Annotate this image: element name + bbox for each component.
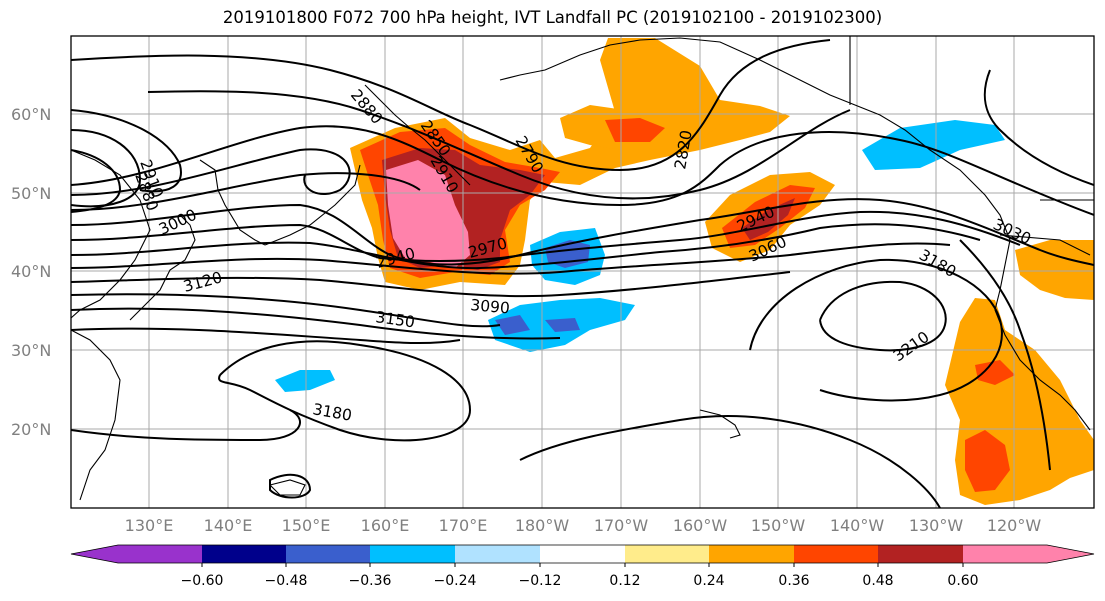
lon-label: 170°W xyxy=(594,516,649,535)
colorbar-segment-2 xyxy=(202,545,286,563)
lat-label: 60°N xyxy=(11,105,51,124)
colorbar-segment-11 xyxy=(963,545,1047,563)
contour-label: 3090 xyxy=(470,296,511,317)
colorbar-tick-label: 0.60 xyxy=(947,573,978,589)
lon-label: 180°W xyxy=(515,516,570,535)
colorbar-tick-label: 0.12 xyxy=(609,573,640,589)
ivt-coast-red-2 xyxy=(975,360,1015,385)
lon-label: 140°W xyxy=(830,516,885,535)
ivt-coast-red xyxy=(965,430,1010,492)
lat-label: 20°N xyxy=(11,420,51,439)
colorbar-tick-label: −0.60 xyxy=(181,573,224,589)
ivt-nw-orange xyxy=(1015,240,1094,300)
colorbar-segment-9 xyxy=(794,545,878,563)
colorbar-segment-3 xyxy=(286,545,370,563)
ivt-gulf-red xyxy=(605,118,665,142)
lon-label: 140°E xyxy=(204,516,253,535)
colorbar-segment-8 xyxy=(709,545,794,563)
ivt-positive-pink xyxy=(386,160,470,268)
map-frame xyxy=(70,35,1095,509)
contour-label: 3150 xyxy=(374,308,416,331)
colorbar-segment-10 xyxy=(878,545,963,563)
colorbar: −0.60 −0.48 −0.36 −0.24 −0.12 0.12 0.24 … xyxy=(70,544,1095,589)
colorbar-outline xyxy=(70,544,1095,564)
ivt-negative-midblue-2 xyxy=(495,315,580,335)
colorbar-tick-label: −0.48 xyxy=(265,573,308,589)
map-title: 2019101800 F072 700 hPa height, IVT Land… xyxy=(222,8,883,27)
coastlines xyxy=(71,36,1094,501)
colorbar-segment-12 xyxy=(1047,545,1094,563)
lon-label: 130°E xyxy=(125,516,174,535)
lon-label: 120°W xyxy=(987,516,1042,535)
colorbar-tick-label: 0.36 xyxy=(778,573,809,589)
colorbar-tick-label: −0.12 xyxy=(519,573,562,589)
contour-label: 3120 xyxy=(181,268,224,296)
lat-label: 50°N xyxy=(11,184,51,203)
lon-label: 160°E xyxy=(361,516,410,535)
latitude-labels: 60°N 50°N 40°N 30°N 20°N xyxy=(11,105,51,439)
colorbar-segment-0 xyxy=(71,545,118,563)
height-contours xyxy=(71,39,1094,508)
contour-label: 3030 xyxy=(990,215,1033,248)
longitude-labels: 130°E 140°E 150°E 160°E 170°E 180°W 170°… xyxy=(125,516,1042,535)
colorbar-segment-7 xyxy=(625,545,709,563)
lon-label: 170°E xyxy=(439,516,488,535)
ivt-negative-lightblue-3 xyxy=(862,120,1005,170)
lon-label: 130°W xyxy=(909,516,964,535)
colorbar-tick-label: 0.48 xyxy=(862,573,893,589)
lon-label: 160°W xyxy=(673,516,728,535)
lat-label: 30°N xyxy=(11,341,51,360)
colorbar-tick-label: −0.24 xyxy=(434,573,477,589)
colorbar-segment-1 xyxy=(118,545,202,563)
contour-label: 3180 xyxy=(916,246,959,281)
colorbar-segment-4 xyxy=(370,545,455,563)
lon-label: 150°W xyxy=(751,516,806,535)
colorbar-segment-5 xyxy=(455,545,540,563)
lat-label: 40°N xyxy=(11,262,51,281)
ivt-negative-lightblue-4 xyxy=(275,370,335,392)
contour-label: 3210 xyxy=(890,328,933,365)
colorbar-tick-label: 0.24 xyxy=(693,573,724,589)
ivt-band-darkred xyxy=(742,198,795,240)
lon-label: 150°E xyxy=(282,516,331,535)
colorbar-segment-6 xyxy=(540,545,625,563)
colorbar-tick-label: −0.36 xyxy=(349,573,392,589)
